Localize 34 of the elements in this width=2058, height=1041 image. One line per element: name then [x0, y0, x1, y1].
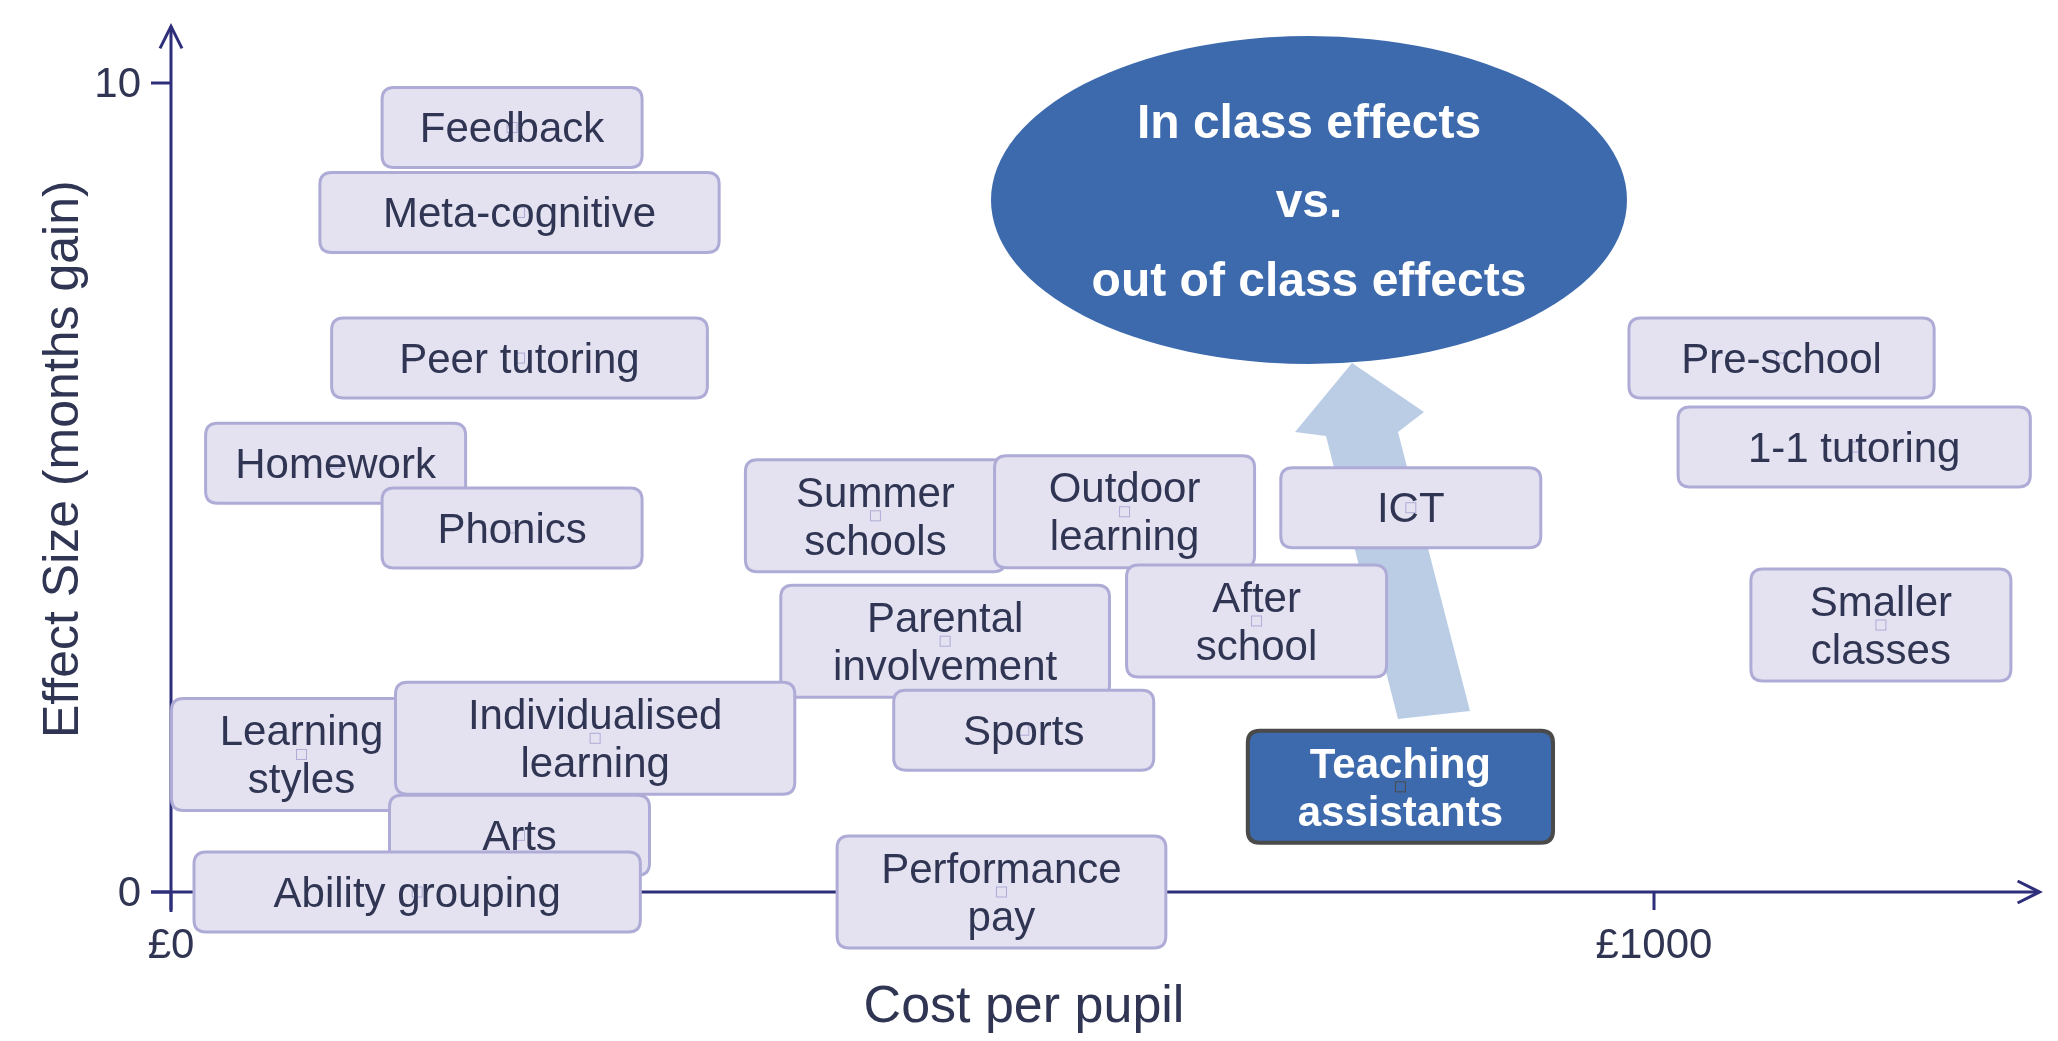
y-tick-label: 10: [94, 59, 141, 106]
series-label: Pre-school: [1681, 334, 1882, 382]
series-label: Homework: [235, 439, 437, 487]
series-label: Outdoor learning: [1048, 464, 1201, 560]
point: [1119, 506, 1131, 518]
series-label: Feedback: [419, 104, 606, 152]
x-tick-label: £0: [147, 920, 195, 967]
series-label: 1-1 tutoring: [1747, 423, 1961, 471]
point: [939, 635, 951, 647]
point: [869, 510, 881, 522]
series-label: Phonics: [437, 504, 587, 552]
series-label: Sports: [963, 706, 1085, 754]
y-axis-title: Effect Size (months gain): [33, 180, 89, 739]
series-label: Teaching assistants: [1297, 739, 1504, 835]
point: [1875, 619, 1887, 631]
series-label: Summer schools: [796, 468, 955, 564]
series-label: Performance pay: [881, 844, 1122, 940]
series-label: Smaller classes: [1809, 577, 1953, 673]
point: [1251, 615, 1263, 627]
point: [589, 732, 601, 744]
series-label: Learning styles: [219, 707, 384, 803]
series-label: ICT: [1376, 484, 1445, 532]
series-label: Individualised learning: [467, 690, 723, 786]
series-label: Peer tutoring: [399, 334, 640, 382]
series-label: Ability grouping: [273, 868, 561, 916]
annotation: In class effects vs. out of class effects: [1091, 95, 1527, 306]
y-tick-label: 0: [117, 868, 141, 915]
series-label: Meta-cognitive: [382, 189, 657, 237]
x-tick-label: £1000: [1595, 920, 1713, 967]
series-label: Parental involvement: [833, 593, 1058, 689]
series-label: After school: [1195, 573, 1318, 669]
series-label: Arts: [482, 812, 557, 860]
x-axis-title: Cost per pupil: [863, 975, 1185, 1033]
point: [995, 886, 1007, 898]
